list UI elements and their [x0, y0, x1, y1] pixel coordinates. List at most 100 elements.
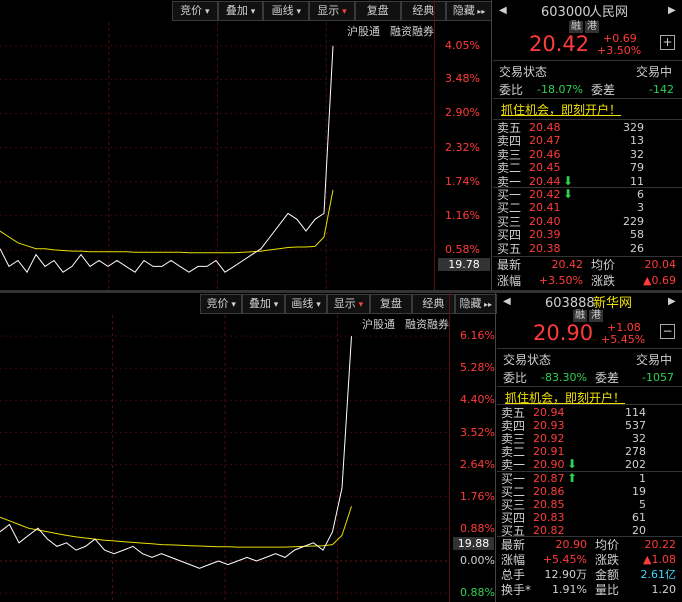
y-tick-label: 0.00% [460, 554, 495, 567]
price-line [0, 45, 334, 274]
avg-line [0, 189, 334, 254]
status: 交易中 [636, 353, 673, 367]
toolbar-button[interactable]: 显示 ▾ [327, 294, 370, 314]
separator [497, 471, 682, 472]
book-price: 20.90 [533, 458, 565, 471]
book-price: 20.92 [533, 432, 565, 445]
stat: 12.90万 [544, 568, 588, 581]
y-tick-label: 2.64% [460, 457, 495, 471]
promo-link[interactable]: 抓住机会，即刻开户！ [505, 391, 626, 405]
book-volume: 537 [625, 419, 646, 432]
toolbar-button[interactable]: 画线 ▾ [263, 1, 310, 21]
ratio-label: 委比 [499, 83, 524, 97]
promo-link[interactable]: 抓住机会，即刻开户！ [501, 103, 622, 117]
price-tag: 19.78 [438, 258, 490, 271]
book-label: 买四 [497, 228, 522, 243]
toolbar-button[interactable]: 竞价 ▾ [172, 1, 218, 21]
separator [493, 119, 682, 120]
y-tick-label: 2.90% [445, 106, 480, 120]
change: +0.69 [603, 32, 637, 45]
diff-label: 委差 [591, 83, 616, 97]
quote-border [491, 0, 492, 290]
separator [497, 348, 682, 349]
nav-next[interactable]: ▶ [668, 5, 676, 16]
book-volume: 11 [630, 174, 644, 188]
y-tick-label: 1.74% [445, 174, 480, 188]
toolbar-button[interactable]: 显示 ▾ [309, 1, 355, 21]
book-label: 卖二 [501, 445, 526, 459]
toolbar-button[interactable]: 复盘 [369, 294, 413, 314]
book-label: 买一 [501, 472, 526, 486]
stat: 换手* [501, 583, 532, 597]
book-price: 20.94 [533, 406, 565, 419]
status-label: 交易状态 [503, 353, 552, 367]
toolbar-button[interactable]: 叠加 ▾ [242, 294, 285, 314]
y-tick-label: 3.52% [460, 425, 495, 439]
last-price: 20.42 [529, 32, 590, 56]
stat: +5.45% [542, 553, 587, 566]
quote-border [495, 293, 496, 602]
book-label: 卖三 [501, 432, 526, 446]
separator [497, 404, 682, 405]
y-tick-label: 0.58% [445, 242, 480, 256]
chart-label: 沪股通 [347, 25, 380, 38]
toolbar-button[interactable]: 画线 ▾ [284, 294, 328, 314]
badge: 融 [569, 21, 583, 33]
stat: ▲0.69 [643, 274, 676, 287]
stat: 均价 [595, 538, 620, 552]
y-tick-label: 4.05% [445, 38, 480, 52]
book-price: 20.40 [529, 214, 561, 228]
book-price: 20.91 [533, 445, 565, 458]
toolbar-button[interactable]: 叠加 ▾ [217, 1, 264, 21]
book-price: 20.46 [529, 147, 561, 161]
stat: 2.61亿 [640, 568, 677, 581]
y-tick-label: 1.76% [460, 489, 495, 503]
book-volume: 61 [632, 511, 646, 524]
book-volume: 5 [639, 498, 646, 511]
book-price: 20.48 [529, 121, 561, 134]
toolbar-button[interactable]: 隐藏 ▸▸ [446, 1, 492, 21]
intraday-chart [0, 0, 435, 290]
stat: 20.90 [555, 538, 588, 551]
change-pct: +5.45% [601, 333, 646, 346]
chart-label: 融资融券 [405, 318, 449, 331]
y-tick-label: 1.16% [445, 208, 480, 222]
diff: -1057 [642, 371, 674, 384]
toggle-box[interactable]: + [660, 35, 675, 50]
stat: 20.04 [644, 258, 677, 271]
book-label: 卖五 [497, 121, 522, 135]
book-price: 20.86 [533, 485, 565, 498]
book-price: 20.93 [533, 419, 565, 432]
book-volume: 19 [632, 485, 646, 498]
book-label: 买五 [497, 241, 522, 256]
book-volume: 32 [632, 432, 646, 445]
book-price: 20.82 [533, 524, 565, 537]
nav-prev[interactable]: ◀ [503, 296, 511, 307]
toolbar-button[interactable]: 竞价 ▾ [200, 294, 243, 314]
toggle-box[interactable]: − [660, 324, 675, 339]
stock-name: 人民网 [589, 5, 629, 20]
badge: 融 [573, 310, 587, 322]
book-volume: 20 [632, 524, 646, 537]
book-price: 20.45 [529, 161, 561, 175]
book-label: 买一 [497, 188, 522, 202]
book-price: 20.44 [529, 174, 561, 188]
stat: 涨跌 [595, 553, 620, 567]
toolbar-button[interactable]: 复盘 [354, 1, 401, 21]
book-volume: 1 [639, 472, 646, 485]
stat: +3.50% [538, 274, 583, 287]
stock-code: 603888 [545, 296, 595, 311]
book-label: 卖四 [501, 419, 526, 433]
stat: 最新 [497, 258, 522, 272]
nav-next[interactable]: ▶ [668, 296, 676, 307]
toolbar-button[interactable]: 隐藏 ▸▸ [454, 294, 497, 314]
book-price: 20.85 [533, 498, 565, 511]
ratio: -18.07% [537, 83, 583, 96]
trend-arrow: ⬆ [567, 471, 578, 485]
book-label: 卖一 [497, 174, 522, 189]
book-volume: 26 [630, 241, 644, 255]
stock-code: 603000 [541, 5, 591, 20]
nav-prev[interactable]: ◀ [499, 5, 507, 16]
toolbar-button[interactable]: 经典 [412, 294, 455, 314]
book-label: 卖三 [497, 147, 522, 162]
